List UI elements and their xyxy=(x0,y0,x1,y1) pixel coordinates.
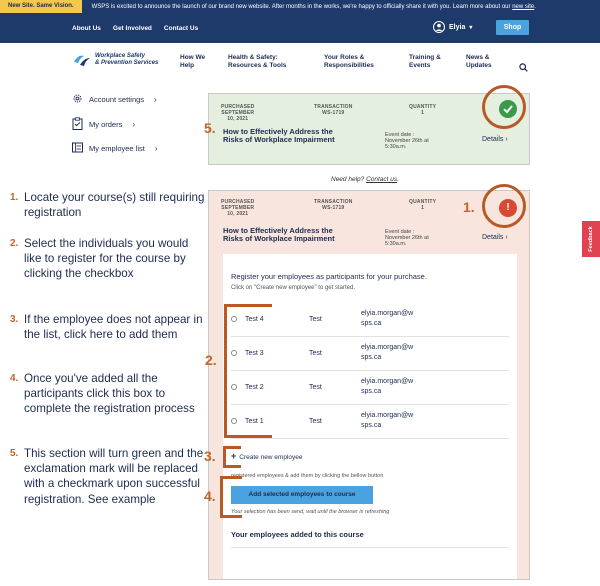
employee-row: Test 1 Test elyia.morgan@w sps.ca xyxy=(231,406,509,439)
step-2: 2. Select the individuals you would like … xyxy=(10,237,189,281)
user-name: Elyia xyxy=(449,23,466,31)
employee-row: Test 3 Test elyia.morgan@w sps.ca xyxy=(231,338,509,371)
annotation-label-2: 2. xyxy=(205,352,217,368)
divider xyxy=(231,547,509,548)
employee-email: elyia.morgan@w sps.ca xyxy=(361,378,414,395)
employee-row: Test 2 Test elyia.morgan@w sps.ca xyxy=(231,372,509,405)
annotation-label-4: 4. xyxy=(204,488,216,504)
annotation-label-3: 3. xyxy=(204,448,216,464)
employee-email: elyia.morgan@w sps.ca xyxy=(361,310,414,327)
logo-line-1: Workplace Safety xyxy=(95,53,145,59)
annotation-ring-success xyxy=(482,85,526,129)
employee-first-name: Test 2 xyxy=(245,384,264,391)
wait-hint: Your selection has been send, wait until… xyxy=(231,509,390,515)
event-date: Event date : November 26th at 5:30a.m. xyxy=(385,132,429,150)
quantity-meta: QUANTITY 1 xyxy=(409,104,437,116)
employee-checkbox[interactable] xyxy=(231,350,237,356)
step-4: 4. Once you've added all the participants… xyxy=(10,372,195,416)
avatar-icon xyxy=(433,21,445,33)
nav-about-us[interactable]: About Us xyxy=(72,24,101,32)
added-employees-title: Your employees added to this course xyxy=(231,530,364,539)
employee-first-name: Test 4 xyxy=(245,316,264,323)
registration-subtitle: Click on "Create new employee" to get st… xyxy=(231,285,355,291)
announcement-message: WSPS is excited to announce the launch o… xyxy=(91,3,536,10)
chevron-right-icon: › xyxy=(132,120,136,129)
mainnav-news-updates[interactable]: News & Updates xyxy=(466,54,492,69)
transaction-meta: TRANSACTION WS-1719 xyxy=(314,104,353,116)
chevron-right-icon: › xyxy=(154,95,157,104)
mainnav-training-events[interactable]: Training & Events xyxy=(409,54,441,69)
chevron-right-icon: › xyxy=(505,136,508,143)
transaction-meta: TRANSACTION WS-1719 xyxy=(314,199,353,211)
account-settings-link[interactable]: Account settings › xyxy=(72,93,157,106)
registration-panel: Register your employees as participants … xyxy=(223,254,517,579)
employee-first-name: Test 3 xyxy=(245,350,264,357)
search-icon[interactable] xyxy=(519,59,528,77)
employee-last-name: Test xyxy=(309,418,322,425)
mainnav-health-safety[interactable]: Health & Safety: Resources & Tools xyxy=(228,54,287,69)
nav-contact-us[interactable]: Contact Us xyxy=(163,24,199,32)
course-title: How to Effectively Address the Risks of … xyxy=(223,127,335,144)
select-hint: registered employees & add them by click… xyxy=(231,473,384,479)
my-employee-list-link[interactable]: My employee list › xyxy=(72,142,158,155)
top-nav: About Us Get Involved Contact Us Elyia ▾… xyxy=(0,13,600,43)
create-new-employee-link[interactable]: + Create new employee xyxy=(231,451,303,461)
chevron-down-icon: ▾ xyxy=(469,24,473,31)
purchased-meta: PURCHASED SEPTEMBER 10, 2021 xyxy=(221,104,255,122)
chevron-right-icon: › xyxy=(505,234,508,241)
course-title: How to Effectively Address the Risks of … xyxy=(223,226,335,243)
annotation-label-5: 5. xyxy=(204,120,216,136)
step-5: 5. This section will turn green and the e… xyxy=(10,447,204,506)
chevron-right-icon: › xyxy=(154,144,158,153)
purchase-card-pending: PURCHASED SEPTEMBER 10, 2021 TRANSACTION… xyxy=(208,190,530,580)
need-help: Need help? Contact us. xyxy=(331,176,399,183)
user-menu[interactable]: Elyia ▾ xyxy=(433,21,472,33)
employee-checkbox[interactable] xyxy=(231,418,237,424)
employee-first-name: Test 1 xyxy=(245,418,264,425)
logo-line-2: & Prevention Services xyxy=(95,60,159,66)
event-date: Event date : November 26th at 5:30a.m. xyxy=(385,229,429,247)
list-icon xyxy=(72,142,83,155)
employee-row: Test 4 Test elyia.morgan@w sps.ca xyxy=(231,304,509,337)
add-selected-employees-button[interactable]: Add selected employees to course xyxy=(231,486,373,504)
new-site-link[interactable]: new site xyxy=(512,3,535,10)
annotation-bracket-add xyxy=(220,476,242,518)
contact-us-link[interactable]: Contact us xyxy=(366,176,398,183)
annotation-bracket-rows xyxy=(224,304,272,438)
registration-title: Register your employees as participants … xyxy=(231,272,427,281)
announcement-bar: New Site. Same Vision. WSPS is excited t… xyxy=(0,0,600,13)
feedback-tab[interactable]: Feedback xyxy=(582,221,600,257)
details-link[interactable]: Details › xyxy=(482,234,508,241)
employee-last-name: Test xyxy=(309,350,322,357)
annotation-bracket-create xyxy=(223,446,241,468)
wsps-logo[interactable]: Workplace Safety & Prevention Services xyxy=(72,52,158,68)
mainnav-roles[interactable]: Your Roles & Responsibilities xyxy=(324,54,374,69)
my-orders-link[interactable]: My orders › xyxy=(72,117,135,132)
shop-button[interactable]: Shop xyxy=(496,20,529,35)
clipboard-icon xyxy=(72,117,83,132)
plus-icon: + xyxy=(231,451,237,461)
step-3: 3. If the employee does not appear in the… xyxy=(10,313,203,342)
employee-checkbox[interactable] xyxy=(231,384,237,390)
details-link[interactable]: Details › xyxy=(482,136,508,143)
gear-icon xyxy=(72,93,83,106)
employee-email: elyia.morgan@w sps.ca xyxy=(361,412,414,429)
mainnav-how-we-help[interactable]: How We Help xyxy=(180,54,206,69)
employee-checkbox[interactable] xyxy=(231,316,237,322)
nav-get-involved[interactable]: Get Involved xyxy=(112,24,152,32)
announcement-tag: New Site. Same Vision. xyxy=(0,0,82,13)
employee-last-name: Test xyxy=(309,316,322,323)
employee-last-name: Test xyxy=(309,384,322,391)
step-1: 1. Locate your course(s) still requiring … xyxy=(10,191,205,220)
annotation-ring-pending xyxy=(482,184,526,228)
quantity-meta: QUANTITY 1 xyxy=(409,199,437,211)
annotation-label-1: 1. xyxy=(463,199,475,215)
logo-mark-icon xyxy=(72,52,92,68)
purchased-meta: PURCHASED SEPTEMBER 10, 2021 xyxy=(221,199,255,217)
employee-email: elyia.morgan@w sps.ca xyxy=(361,344,414,361)
